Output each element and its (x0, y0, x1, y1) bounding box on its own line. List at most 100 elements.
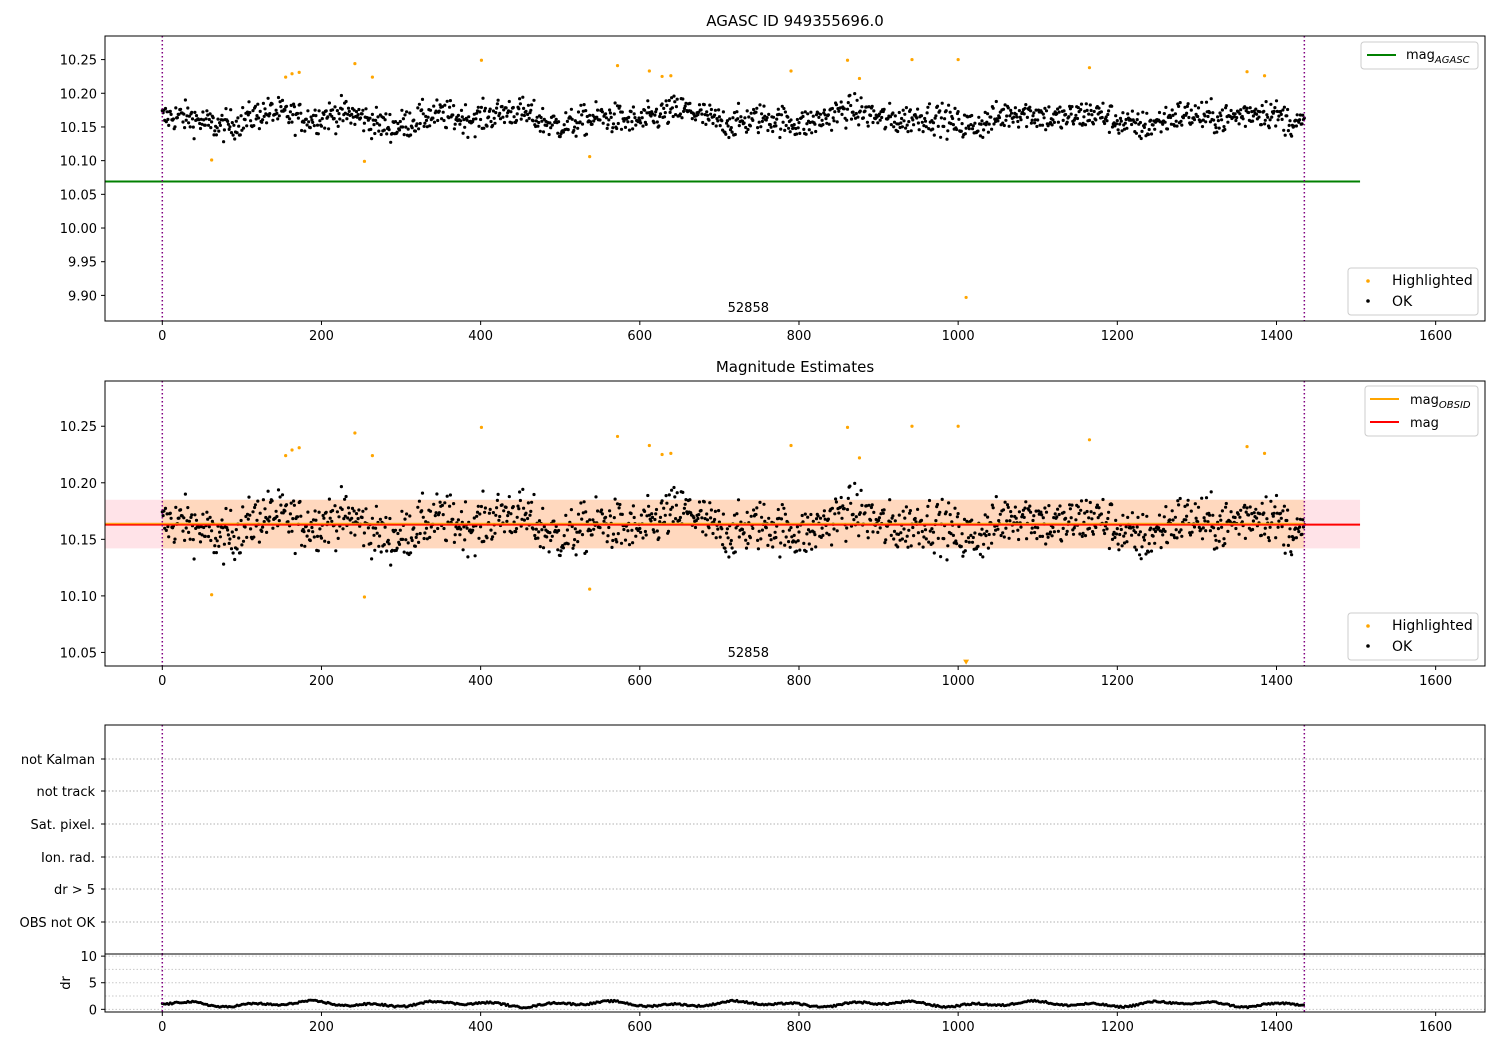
ok-point (997, 519, 1001, 523)
ok-point (830, 106, 835, 111)
ok-point (204, 117, 208, 121)
ok-point (511, 105, 515, 110)
ok-point (1237, 122, 1241, 126)
ok-point (899, 531, 903, 535)
ok-point (620, 512, 624, 517)
ok-point (712, 520, 716, 524)
ok-point (777, 112, 781, 116)
ok-point (1125, 540, 1129, 544)
ok-point (714, 124, 718, 128)
ok-point (313, 509, 317, 513)
ok-point (667, 493, 671, 497)
ok-point (1220, 525, 1224, 529)
ok-point (393, 120, 398, 124)
ok-point (591, 518, 595, 522)
ok-point (970, 518, 974, 522)
ok-point (346, 506, 351, 510)
ok-point (1003, 103, 1007, 107)
ok-point (1009, 108, 1013, 112)
ok-point (658, 520, 662, 524)
ok-point (458, 122, 462, 126)
ok-point (234, 119, 238, 123)
ok-point (1043, 506, 1047, 510)
ok-point (1035, 124, 1039, 129)
ok-point (908, 509, 913, 513)
ok-point (987, 122, 991, 126)
ok-point (1136, 112, 1140, 116)
ok-point (748, 536, 753, 540)
ok-point (724, 132, 728, 136)
ok-point (717, 115, 722, 119)
ok-point (530, 500, 534, 504)
ok-point (943, 117, 947, 121)
ok-point (1153, 127, 1157, 131)
ok-point (763, 519, 767, 523)
ok-point (540, 119, 544, 123)
ok-point (798, 131, 802, 135)
ok-point (584, 510, 588, 514)
ok-point (382, 128, 386, 132)
ok-point (448, 105, 452, 109)
ok-point (531, 527, 535, 531)
ok-point (1187, 115, 1191, 120)
ok-point (199, 525, 203, 529)
ok-point (370, 137, 374, 141)
ok-point (800, 513, 804, 518)
ok-point (405, 110, 409, 114)
ok-point (354, 511, 359, 516)
ok-point (422, 536, 426, 541)
ok-point (229, 508, 233, 512)
ok-point (584, 109, 588, 113)
ok-point (997, 116, 1002, 120)
ok-point (276, 95, 281, 100)
ok-point (1122, 534, 1126, 538)
y-tick-label: 9.95 (68, 256, 97, 271)
panel2-frame (104, 380, 1486, 667)
ok-point (1173, 112, 1177, 116)
ok-point (448, 99, 452, 103)
ok-point (574, 553, 578, 557)
ok-point (970, 127, 975, 131)
ok-point (595, 115, 599, 119)
ok-point (792, 533, 796, 538)
ok-point (292, 102, 296, 106)
ok-point (413, 129, 417, 133)
ok-point (226, 122, 230, 126)
ok-point (357, 508, 361, 512)
ok-point (206, 123, 211, 127)
ok-point (1118, 116, 1123, 120)
ok-point (723, 546, 727, 550)
ok-point (780, 503, 784, 507)
ok-point (251, 109, 255, 113)
ok-point (925, 111, 929, 115)
ok-point (231, 551, 235, 555)
ok-point (537, 120, 541, 125)
ok-point (709, 112, 713, 116)
ok-point (1083, 511, 1087, 515)
ok-point (959, 129, 963, 133)
ok-point (1073, 116, 1077, 120)
highlighted-point (845, 58, 850, 62)
ok-point (826, 517, 831, 521)
ok-point (731, 116, 735, 120)
legend-highlighted-label: Highlighted (1392, 618, 1473, 634)
ok-point (700, 112, 704, 116)
ok-point (548, 121, 552, 125)
ok-point (919, 114, 924, 118)
ok-point (1177, 530, 1181, 534)
ok-point (713, 108, 718, 112)
ok-point (913, 516, 917, 521)
ok-point (218, 535, 222, 539)
ok-point (389, 140, 393, 144)
ok-point (346, 112, 350, 116)
ok-point (670, 106, 675, 110)
ok-point (518, 498, 523, 503)
ok-point (230, 530, 234, 534)
ok-point (1056, 107, 1060, 111)
ok-point (904, 505, 909, 509)
ok-point (1124, 525, 1128, 529)
ok-point (871, 530, 875, 534)
ok-point (703, 113, 707, 117)
ok-point (1298, 525, 1302, 529)
ok-point (420, 509, 424, 513)
